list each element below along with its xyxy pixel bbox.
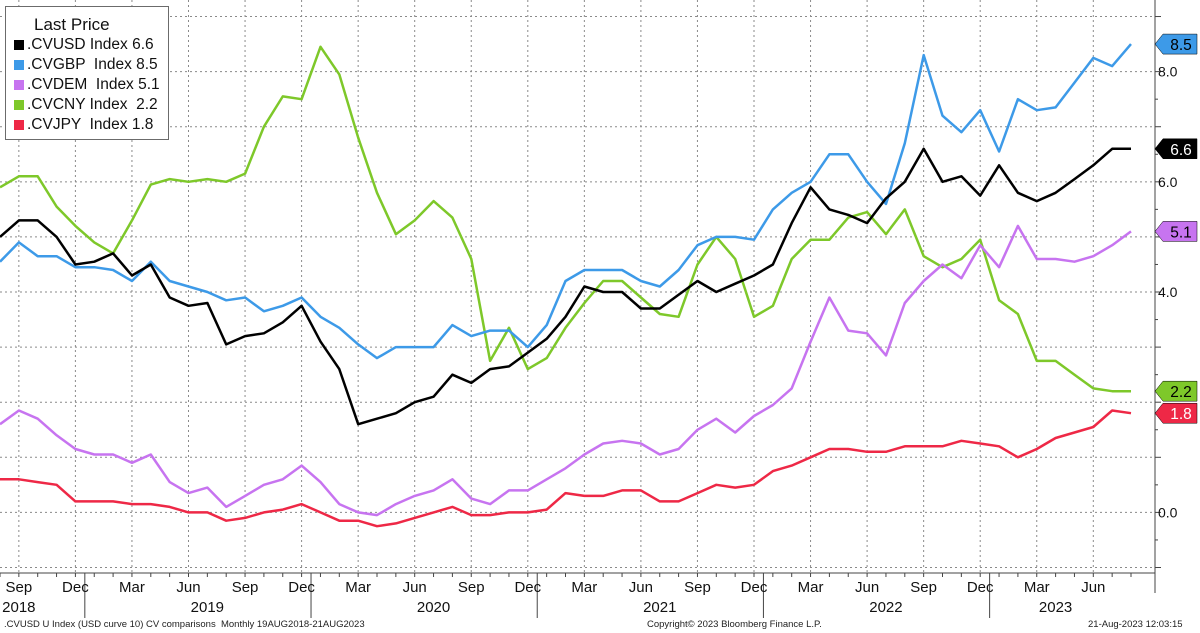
- year-label: 2023: [1039, 599, 1072, 616]
- series-line-cvjpyindex: [0, 409, 1132, 528]
- series-lines: [0, 43, 1132, 528]
- x-tick-label: Dec: [62, 579, 89, 596]
- x-tick-label: Sep: [684, 579, 711, 596]
- last-value-tags: 6.6 8.5 5.1 2.2 1.8: [1154, 33, 1198, 424]
- last-value-label: 8.5: [1170, 37, 1192, 54]
- x-tick-label: Dec: [288, 579, 315, 596]
- grid-lines: [0, 0, 1155, 573]
- axes: 0.0 4.0 6.0 8.0 Sep Dec Mar Jun Sep Dec Mar Jun Sep D…: [0, 0, 1178, 618]
- x-tick-label: Jun: [1081, 579, 1105, 596]
- legend-item: .CVUSD Index 6.6: [14, 35, 168, 55]
- legend-label: .CVCNY Index 2.2: [27, 96, 158, 113]
- legend-item: .CVGBP Index 8.5: [14, 55, 168, 75]
- year-label: 2019: [191, 599, 224, 616]
- x-tick-label: Dec: [514, 579, 541, 596]
- legend-item: .CVCNY Index 2.2: [14, 95, 168, 115]
- legend-swatch: [14, 80, 24, 90]
- footer-copyright: Copyright© 2023 Bloomberg Finance L.P.: [647, 619, 822, 630]
- year-label: 2018: [2, 599, 35, 616]
- x-tick-label: Dec: [967, 579, 994, 596]
- x-tick-label: Sep: [5, 579, 32, 596]
- last-value-tag: [1154, 138, 1198, 160]
- last-value-tag: [1154, 33, 1198, 55]
- legend-label: .CVGBP Index 8.5: [27, 56, 158, 73]
- x-tick-label: Jun: [629, 579, 653, 596]
- last-value-label: 2.2: [1170, 384, 1192, 401]
- year-label: 2021: [643, 599, 676, 616]
- legend-label: .CVUSD Index 6.6: [27, 36, 154, 53]
- last-value-label: 1.8: [1170, 406, 1192, 423]
- last-value-tag: [1154, 402, 1198, 424]
- legend-swatch: [14, 120, 24, 130]
- legend-label: .CVDEM Index 5.1: [27, 76, 160, 93]
- x-tick-label: Jun: [176, 579, 200, 596]
- footer-description: .CVUSD U Index (USD curve 10) CV compari…: [4, 619, 365, 630]
- series-line-cvdemindex: [0, 224, 1132, 517]
- x-tick-label: Mar: [1024, 579, 1050, 596]
- year-label: 2020: [417, 599, 450, 616]
- x-tick-label: Sep: [910, 579, 937, 596]
- last-value-label: 6.6: [1170, 142, 1192, 159]
- legend-swatch: [14, 40, 24, 50]
- x-tick-label: Jun: [855, 579, 879, 596]
- legend-label: .CVJPY Index 1.8: [27, 116, 154, 133]
- legend-rows: .CVUSD Index 6.6 .CVGBP Index 8.5 .CVDEM I…: [14, 35, 168, 135]
- x-tick-label: Jun: [403, 579, 427, 596]
- legend-title: Last Price: [34, 15, 110, 34]
- legend-item: .CVJPY Index 1.8: [14, 115, 168, 135]
- y-tick-label: 4.0: [1158, 284, 1178, 300]
- x-tick-label: Dec: [741, 579, 768, 596]
- last-value-label: 5.1: [1170, 224, 1192, 241]
- legend-swatch: [14, 100, 24, 110]
- legend: Last Price .CVUSD Index 6.6 .CVGBP Index …: [5, 6, 169, 140]
- series-line-cvgbpindex: [0, 43, 1132, 360]
- footer-timestamp: 21-Aug-2023 12:03:15: [1088, 619, 1183, 630]
- x-tick-label: Mar: [345, 579, 371, 596]
- series-line-cvusdindex: [0, 147, 1131, 426]
- x-tick-label: Sep: [232, 579, 259, 596]
- last-value-tag: [1154, 380, 1198, 402]
- y-tick-label: 0.0: [1158, 504, 1178, 520]
- y-tick-label: 8.0: [1158, 64, 1178, 80]
- x-tick-label: Mar: [571, 579, 597, 596]
- x-tick-label: Mar: [798, 579, 824, 596]
- last-value-tag: [1154, 221, 1198, 242]
- y-tick-label: 6.0: [1158, 174, 1178, 190]
- x-tick-label: Sep: [458, 579, 485, 596]
- legend-swatch: [14, 60, 24, 70]
- legend-item: .CVDEM Index 5.1: [14, 75, 168, 95]
- year-label: 2022: [869, 599, 902, 616]
- x-tick-label: Mar: [119, 579, 145, 596]
- series-line-cvcnyindex: [0, 45, 1131, 393]
